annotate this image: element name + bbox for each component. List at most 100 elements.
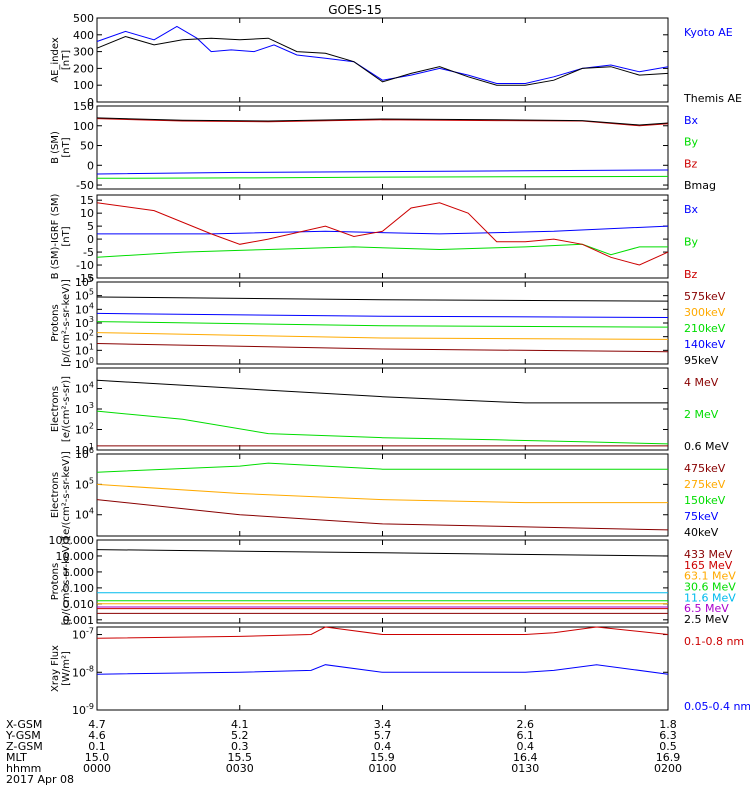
panel-frame [96,17,669,103]
legend-entry: 575keV [684,290,726,303]
legend-entry: 150keV [684,494,726,507]
y-tick-label: 100 [73,79,94,92]
panel-5: 104 105 106 Electrons [e/(cm²-s-sr-keV)] 475k… [50,446,726,539]
x-axis-value: 5.2 [231,729,249,742]
x-axis-row-label: 2017 Apr 08 [6,773,74,786]
legend-entry: 165 MeV [684,559,733,572]
legend-entry: 75keV [684,510,719,523]
y-tick-label: 100.000 [49,534,95,547]
series-line-0.6-MeV [96,379,668,404]
y-tick-label: 104 [75,381,94,396]
y-tick-label: 5 [87,220,94,233]
series-line-140keV [96,312,669,318]
series-line-Themis-AE [96,35,669,86]
x-axis-value: 0.4 [517,740,535,753]
x-axis-value: 15.0 [85,751,110,764]
y-axis-label: [nT] [61,50,72,70]
x-axis-row-label: X-GSM [6,718,42,731]
legend-entry: 140keV [684,338,726,351]
x-axis-value: 1.8 [659,718,677,731]
legend-entry: 210keV [684,322,726,335]
y-axis-label: B (SM)-IGRF (SM) [50,194,61,280]
y-tick-label: -5 [83,246,94,259]
x-axis-value: 6.3 [659,729,677,742]
y-tick-label: 200 [73,62,94,75]
legend-entry: By [684,236,699,249]
y-tick-label: 105 [75,476,94,491]
legend-entry: 0.6 MeV [684,440,729,453]
series-line-95keV [96,296,669,302]
y-axis-label: [nT] [61,226,72,246]
x-axis-value: 0.4 [374,740,392,753]
legend-entry: Bx [684,114,699,127]
x-axis-value: 0.3 [231,740,249,753]
x-axis-value: 4.1 [231,718,249,731]
y-axis-label: [e/(cm²-s-sr)] [61,376,72,442]
x-axis-row-label: Y-GSM [5,729,41,742]
x-axis-value: 0030 [226,762,254,775]
y-tick-label: 0.010 [63,598,95,611]
y-tick-label: 500 [73,12,94,25]
y-tick-label: 50 [80,140,94,153]
legend-entry: Bz [684,268,698,281]
series-line-Bx [96,169,669,175]
series-line-Kyoto-AE [96,25,669,84]
x-axis-value: 0130 [511,762,539,775]
legend-entry: 63.1 MeV [684,570,736,583]
series-line-275keV [96,483,668,504]
y-tick-label: -50 [76,179,94,192]
panel-6: 0.001 0.010 0.100 1.000 10.000 100.000 Protons… [49,534,737,627]
y-axis-label: Protons [50,563,61,600]
panel-frame [96,194,669,279]
x-axis-value: 4.6 [88,729,106,742]
legend-entry: Bmag [684,179,716,192]
x-axis-value: 15.9 [370,751,395,764]
legend-entry: Bx [684,203,699,216]
y-axis-label: [p/(cm²-s-sr-keV)] [61,279,72,367]
x-axis-row-label: MLT [6,751,27,764]
x-axis-value: 0000 [83,762,111,775]
x-axis-row-label: Z-GSM [6,740,43,753]
y-tick-label: 150 [73,100,94,113]
legend-entry: 4 MeV [684,376,719,389]
y-axis-label: AE_index [50,37,61,83]
y-axis-label: [W/m²] [61,651,72,686]
y-tick-label: -10 [76,259,94,272]
y-tick-label: 103 [75,401,94,416]
y-tick-label: 10.000 [56,550,95,563]
x-axis-value: 16.4 [513,751,538,764]
y-tick-label: 10-7 [72,627,94,642]
y-tick-label: 400 [73,29,94,42]
series-line-0.1-0.8-nm [96,626,669,639]
x-axis-value: 0.1 [88,740,106,753]
x-axis-value: 2.6 [517,718,535,731]
y-axis-label: Protons [50,304,61,341]
chart-title: GOES-15 [328,3,382,17]
y-axis-label: [p/(cm²-s-sr-keV)] [61,538,72,626]
y-axis-label: Electrons [50,386,61,432]
legend-entry: 11.6 MeV [684,591,736,604]
y-tick-label: 300 [73,46,94,59]
x-axis-value: 5.7 [374,729,392,742]
y-tick-label: 10 [80,207,94,220]
y-tick-label: 100 [73,120,94,133]
legend-entry: 30.6 MeV [684,581,736,594]
legend-entry: 300keV [684,306,726,319]
y-tick-label: 102 [75,422,94,437]
y-tick-label: 0 [87,233,94,246]
x-axis-value: 3.4 [374,718,392,731]
panel-1: -50 0 50 100 150 B (SM) [nT] Bx By Bz Bmag [50,100,716,192]
y-tick-label: 0 [87,159,94,172]
x-axis-value: 4.7 [88,718,106,731]
y-tick-label: 0 [87,96,94,109]
series-line-By [96,175,669,179]
legend-entry: 2.5 MeV [684,613,729,626]
x-axis-value: 0.5 [659,740,677,753]
x-axis-row-label: hhmm [6,762,41,775]
y-axis-label: [nT] [61,137,72,157]
series-line-2-MeV [96,410,669,445]
legend-entry: 0.1-0.8 nm [684,635,744,648]
